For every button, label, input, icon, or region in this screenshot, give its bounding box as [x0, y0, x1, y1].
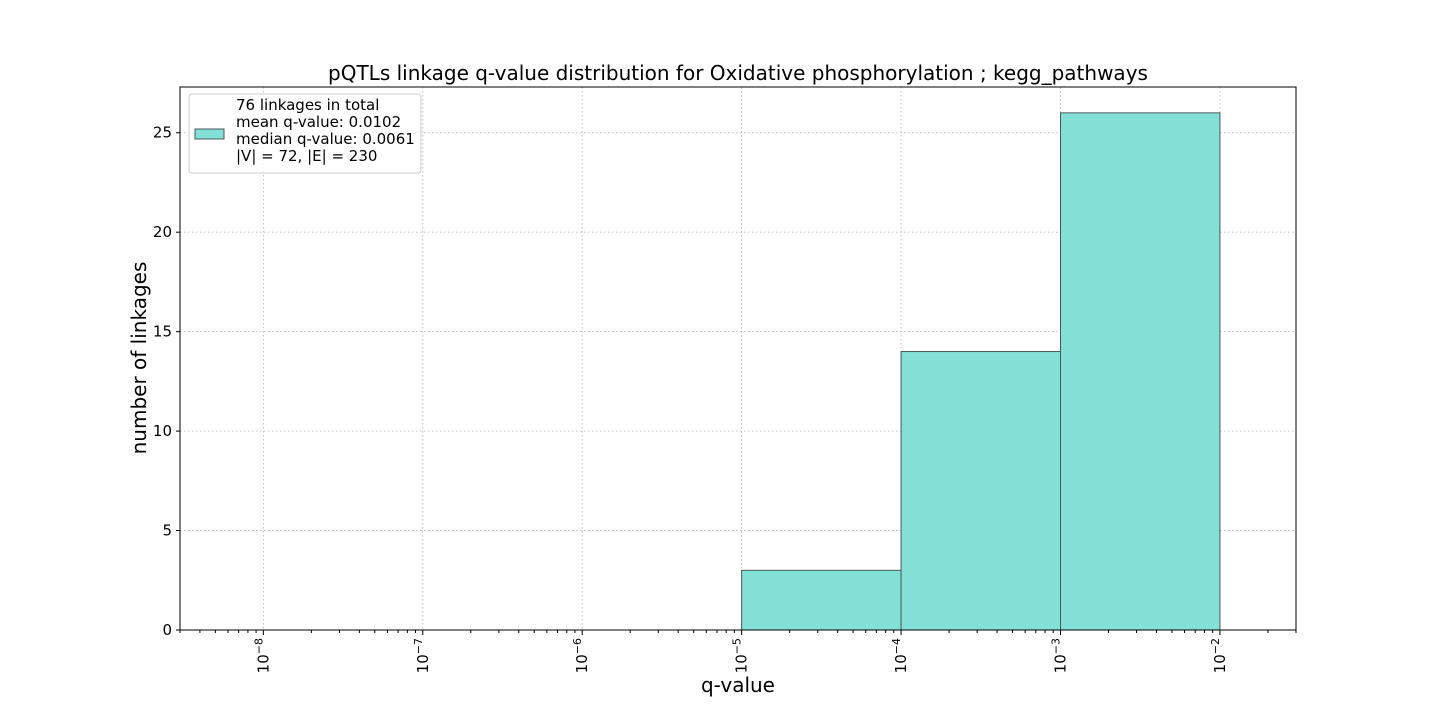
- legend-box: [188, 93, 422, 174]
- legend-line-total: 76 linkages in total: [236, 96, 379, 114]
- x-tick-label: 10−4: [890, 638, 910, 673]
- x-tick-label: 10−2: [1209, 638, 1229, 673]
- x-tick-label-text: 10−8: [252, 638, 272, 673]
- legend: 76 linkages in total mean q-value: 0.010…: [188, 93, 422, 174]
- legend-swatch: [194, 128, 225, 140]
- plot-frame: [179, 86, 1297, 631]
- x-tick-label-text: 10−5: [731, 638, 751, 673]
- legend-line-mean: mean q-value: 0.0102: [236, 113, 401, 131]
- x-tick-label-text: 10−2: [1209, 638, 1229, 673]
- x-tick-label-text: 10−4: [890, 638, 910, 673]
- histogram-bars: [741, 112, 1221, 631]
- histogram-bar: [900, 351, 1062, 631]
- x-tick-label: 10−3: [1050, 638, 1070, 673]
- x-tick-label-text: 10−6: [571, 638, 591, 673]
- y-axis-label: number of linkages: [127, 262, 151, 455]
- histogram-bar: [1060, 112, 1221, 631]
- x-tick-label-text: 10−7: [412, 638, 432, 673]
- x-tick-label-text: 10−3: [1050, 638, 1070, 673]
- x-axis-label: q-value: [701, 673, 775, 697]
- y-tick-label: 5: [162, 522, 172, 540]
- x-tick-label: 10−5: [731, 638, 751, 673]
- y-tick-label: 20: [153, 223, 172, 241]
- y-tick-label: 10: [153, 422, 172, 440]
- legend-line-graph-size: |V| = 72, |E| = 230: [236, 147, 377, 165]
- x-tick-label: 10−8: [252, 638, 272, 673]
- y-axis-ticks: 0 5 10 15 20 25: [153, 124, 180, 639]
- chart-title: pQTLs linkage q-value distribution for O…: [328, 61, 1148, 85]
- x-axis-ticks: 10−8 10−7 10−6 10−5 10−4 10−3 10−2: [179, 630, 1297, 673]
- y-tick-label: 15: [153, 323, 172, 341]
- y-tick-label: 25: [153, 124, 172, 142]
- histogram-bar: [741, 569, 902, 631]
- legend-line-median: median q-value: 0.0061: [236, 130, 415, 148]
- x-tick-label: 10−7: [412, 638, 432, 673]
- x-tick-label: 10−6: [571, 638, 591, 673]
- y-tick-label: 0: [162, 621, 172, 639]
